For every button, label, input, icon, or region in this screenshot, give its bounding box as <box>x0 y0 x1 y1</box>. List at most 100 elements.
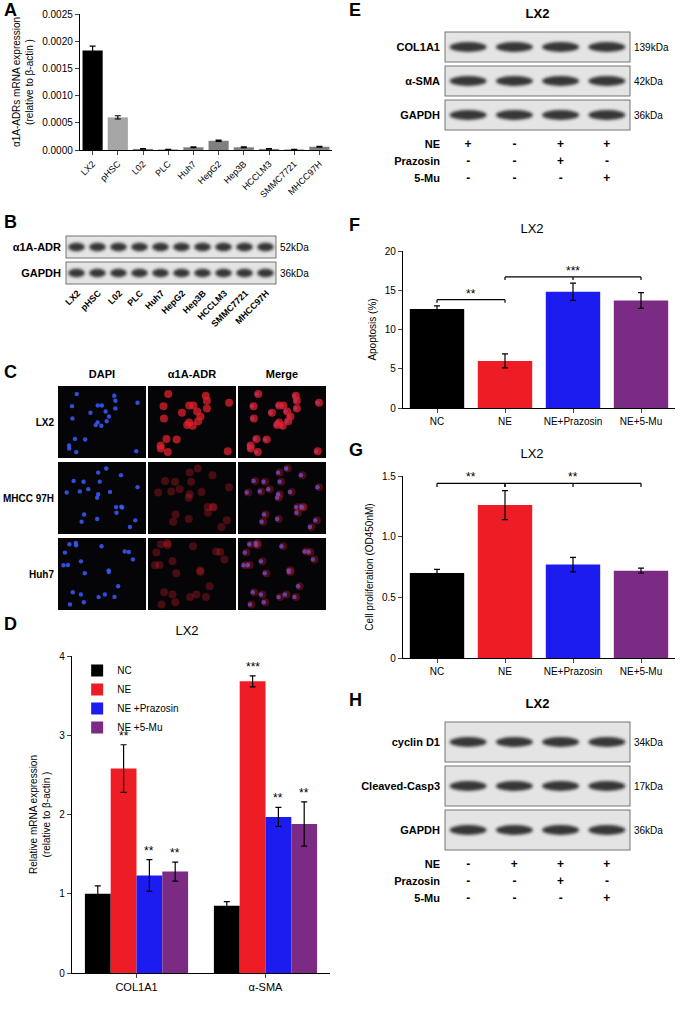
svg-text:MHCC97H: MHCC97H <box>233 288 271 326</box>
svg-text:3: 3 <box>59 730 65 741</box>
svg-text:NE+Prazosin: NE+Prazosin <box>544 666 603 677</box>
svg-text:NE: NE <box>117 684 131 695</box>
svg-text:MHCC 97H: MHCC 97H <box>3 493 54 504</box>
svg-text:4: 4 <box>59 651 65 662</box>
svg-text:Prazosin: Prazosin <box>394 155 440 167</box>
svg-text:LX2: LX2 <box>79 159 97 177</box>
svg-text:NE: NE <box>498 666 512 677</box>
svg-text:36kDa: 36kDa <box>280 268 309 279</box>
svg-text:-: - <box>512 891 516 905</box>
svg-text:+: + <box>557 154 564 168</box>
svg-text:Huh7: Huh7 <box>29 569 54 580</box>
svg-text:GAPDH: GAPDH <box>400 824 440 836</box>
svg-text:0: 0 <box>390 403 396 414</box>
svg-text:+: + <box>557 857 564 871</box>
svg-text:**: ** <box>466 470 476 484</box>
svg-text:-: - <box>466 891 470 905</box>
svg-text:COL1A1: COL1A1 <box>397 41 440 53</box>
svg-text:5-Mu: 5-Mu <box>414 892 440 904</box>
svg-text:+: + <box>603 137 610 151</box>
svg-text:5: 5 <box>390 363 396 374</box>
svg-text:LX2: LX2 <box>36 417 55 428</box>
svg-text:NC: NC <box>430 666 444 677</box>
svg-text:0: 0 <box>59 968 65 979</box>
svg-text:MHCC97H: MHCC97H <box>286 159 324 197</box>
svg-text:Huh7: Huh7 <box>176 159 198 181</box>
svg-text:-: - <box>466 857 470 871</box>
svg-text:L02: L02 <box>130 159 148 177</box>
svg-text:**: ** <box>119 729 129 743</box>
svg-text:GAPDH: GAPDH <box>21 267 61 279</box>
svg-text:GAPDH: GAPDH <box>400 109 440 121</box>
svg-text:36kDa: 36kDa <box>634 825 663 836</box>
svg-text:0.0020: 0.0020 <box>42 36 73 47</box>
svg-text:1: 1 <box>59 888 65 899</box>
svg-text:DAPI: DAPI <box>89 368 115 380</box>
svg-text:NE +Prazosin: NE +Prazosin <box>117 703 178 714</box>
svg-text:0.0025: 0.0025 <box>42 9 73 20</box>
svg-text:**: ** <box>170 846 180 860</box>
svg-text:42kDa: 42kDa <box>634 76 663 87</box>
svg-text:139kDa: 139kDa <box>634 42 669 53</box>
svg-text:PLC: PLC <box>125 288 145 308</box>
svg-text:α1A-ADR: α1A-ADR <box>168 368 216 380</box>
svg-text:15: 15 <box>385 285 397 296</box>
svg-text:Cleaved-Casp3: Cleaved-Casp3 <box>361 780 440 792</box>
svg-text:SMMC7721: SMMC7721 <box>258 159 299 200</box>
svg-text:0: 0 <box>390 653 396 664</box>
svg-text:PLC: PLC <box>153 159 173 179</box>
svg-text:-: - <box>512 171 516 185</box>
svg-text:Apoptosis (%): Apoptosis (%) <box>367 298 378 360</box>
svg-text:+: + <box>603 891 610 905</box>
svg-text:NE+5-Mu: NE+5-Mu <box>620 416 663 427</box>
svg-text:NE: NE <box>425 858 440 870</box>
svg-text:**: ** <box>299 786 309 800</box>
svg-text:34kDa: 34kDa <box>634 737 663 748</box>
svg-text:Prazosin: Prazosin <box>394 875 440 887</box>
svg-text:NC: NC <box>117 665 131 676</box>
svg-text:Relative mRNA expression(relat: Relative mRNA expression(relative to β-a… <box>28 755 52 874</box>
svg-text:COL1A1: COL1A1 <box>115 981 157 993</box>
svg-text:-: - <box>559 171 563 185</box>
svg-text:cyclin D1: cyclin D1 <box>392 736 440 748</box>
svg-text:Cell proliferation (OD450nM): Cell proliferation (OD450nM) <box>364 503 375 630</box>
svg-text:0.0005: 0.0005 <box>42 117 73 128</box>
svg-text:LX2: LX2 <box>526 6 550 21</box>
svg-text:-: - <box>605 874 609 888</box>
svg-text:-: - <box>605 154 609 168</box>
svg-text:pHSC: pHSC <box>98 159 122 183</box>
svg-text:+: + <box>603 171 610 185</box>
svg-text:HepG2: HepG2 <box>196 159 223 186</box>
svg-text:0.0015: 0.0015 <box>42 63 73 74</box>
svg-text:1.5: 1.5 <box>382 471 396 482</box>
svg-text:17kDa: 17kDa <box>634 781 663 792</box>
svg-text:HCCLM3: HCCLM3 <box>240 159 273 192</box>
svg-text:5-Mu: 5-Mu <box>414 172 440 184</box>
svg-text:36kDa: 36kDa <box>634 110 663 121</box>
svg-text:+: + <box>557 874 564 888</box>
svg-text:-: - <box>466 154 470 168</box>
svg-text:+: + <box>603 857 610 871</box>
svg-text:LX2: LX2 <box>526 696 550 711</box>
svg-text:Merge: Merge <box>266 368 298 380</box>
svg-text:-: - <box>466 171 470 185</box>
svg-text:LX2: LX2 <box>175 623 198 638</box>
svg-text:-: - <box>512 874 516 888</box>
svg-text:-: - <box>559 891 563 905</box>
svg-text:0.5: 0.5 <box>382 592 396 603</box>
svg-text:**: ** <box>144 844 154 858</box>
svg-text:0.0010: 0.0010 <box>42 90 73 101</box>
svg-text:-: - <box>512 154 516 168</box>
svg-text:NE: NE <box>498 416 512 427</box>
svg-text:LX2: LX2 <box>520 221 543 236</box>
svg-text:**: ** <box>466 287 476 301</box>
svg-text:NC: NC <box>430 416 444 427</box>
svg-text:***: *** <box>246 660 260 674</box>
svg-text:***: *** <box>566 264 580 278</box>
svg-text:α1A-ADRs mRNA expression(relat: α1A-ADRs mRNA expression(relative to β-a… <box>11 17 35 147</box>
svg-text:Hep3B: Hep3B <box>222 159 249 186</box>
svg-text:1.0: 1.0 <box>382 531 396 542</box>
svg-text:+: + <box>557 137 564 151</box>
svg-text:**: ** <box>568 470 578 484</box>
svg-text:+: + <box>465 137 472 151</box>
